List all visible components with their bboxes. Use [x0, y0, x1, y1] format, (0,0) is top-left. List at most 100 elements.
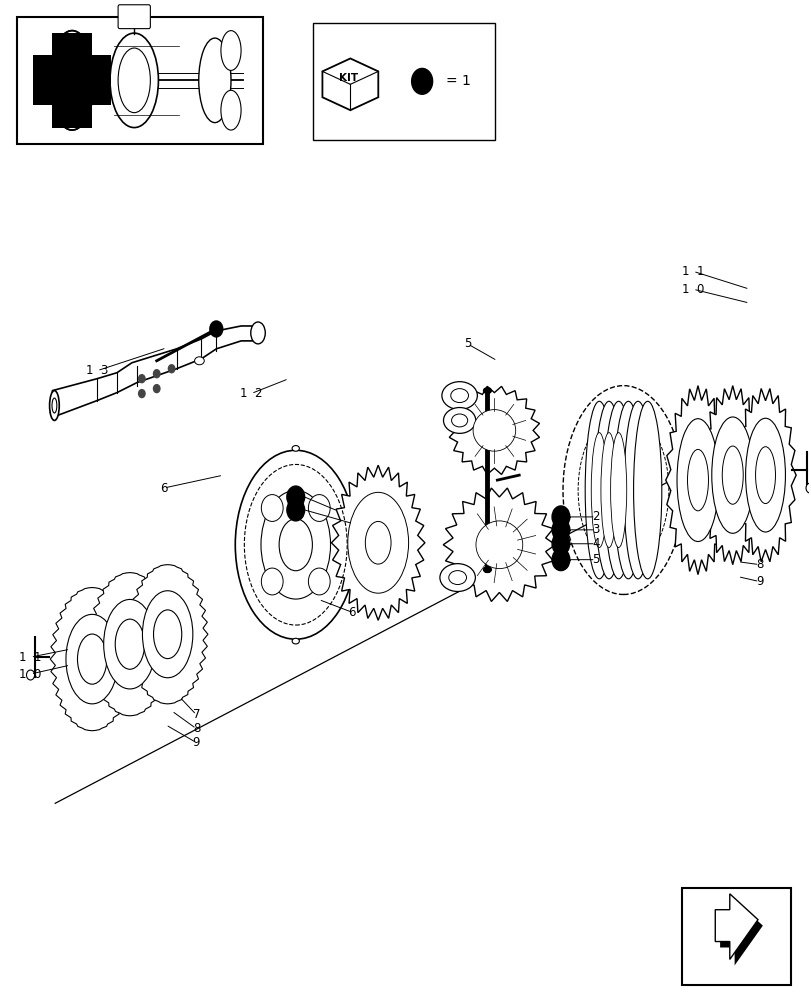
- Text: 9: 9: [755, 575, 762, 588]
- Circle shape: [153, 385, 160, 393]
- Ellipse shape: [50, 31, 94, 130]
- Polygon shape: [322, 58, 378, 110]
- Ellipse shape: [633, 401, 661, 579]
- Polygon shape: [700, 386, 764, 565]
- Ellipse shape: [251, 322, 265, 344]
- FancyBboxPatch shape: [17, 17, 263, 144]
- Text: 1  1: 1 1: [19, 651, 42, 664]
- Ellipse shape: [115, 619, 144, 669]
- FancyBboxPatch shape: [118, 5, 150, 29]
- Circle shape: [139, 390, 145, 398]
- Ellipse shape: [483, 567, 491, 573]
- Polygon shape: [50, 588, 134, 731]
- Circle shape: [139, 375, 145, 383]
- Ellipse shape: [221, 31, 241, 70]
- Ellipse shape: [613, 401, 642, 579]
- Polygon shape: [734, 389, 796, 562]
- Ellipse shape: [473, 410, 515, 451]
- Circle shape: [551, 549, 569, 571]
- Circle shape: [261, 495, 283, 521]
- Ellipse shape: [292, 446, 299, 451]
- Ellipse shape: [195, 357, 204, 365]
- Polygon shape: [719, 900, 762, 965]
- Ellipse shape: [610, 433, 626, 547]
- Text: 3: 3: [591, 523, 599, 536]
- Ellipse shape: [711, 417, 753, 533]
- Polygon shape: [331, 465, 424, 620]
- Ellipse shape: [153, 610, 182, 659]
- Circle shape: [308, 568, 330, 595]
- Ellipse shape: [754, 447, 775, 504]
- Ellipse shape: [77, 634, 107, 684]
- Ellipse shape: [441, 382, 477, 410]
- Text: 1  0: 1 0: [19, 668, 41, 681]
- Circle shape: [27, 670, 35, 680]
- Ellipse shape: [623, 401, 651, 579]
- Ellipse shape: [600, 433, 616, 547]
- Polygon shape: [665, 386, 729, 575]
- Ellipse shape: [347, 492, 408, 593]
- Text: 9: 9: [192, 736, 200, 749]
- Circle shape: [551, 533, 569, 555]
- Text: 8: 8: [192, 722, 200, 735]
- Text: 6: 6: [160, 482, 167, 495]
- Text: 7: 7: [192, 708, 200, 721]
- Circle shape: [168, 365, 174, 373]
- Ellipse shape: [744, 418, 784, 532]
- FancyBboxPatch shape: [313, 23, 494, 140]
- Circle shape: [805, 483, 811, 493]
- Ellipse shape: [52, 398, 57, 413]
- Ellipse shape: [365, 521, 391, 564]
- Ellipse shape: [49, 391, 59, 420]
- Ellipse shape: [585, 401, 612, 579]
- Text: 8: 8: [755, 558, 762, 571]
- Text: 1  3: 1 3: [86, 364, 108, 377]
- Circle shape: [308, 495, 330, 521]
- Text: 5: 5: [463, 337, 470, 350]
- Circle shape: [286, 486, 304, 508]
- Text: KIT: KIT: [339, 73, 358, 83]
- Text: = 1: = 1: [446, 74, 470, 88]
- Polygon shape: [714, 894, 757, 959]
- Ellipse shape: [199, 38, 230, 123]
- Circle shape: [551, 506, 569, 528]
- Ellipse shape: [104, 599, 156, 689]
- Ellipse shape: [110, 33, 158, 128]
- Text: 4: 4: [591, 537, 599, 550]
- Text: 2: 2: [591, 510, 599, 523]
- Ellipse shape: [440, 564, 474, 591]
- Ellipse shape: [448, 571, 466, 585]
- Text: 5: 5: [591, 553, 599, 566]
- Ellipse shape: [118, 48, 150, 113]
- Ellipse shape: [687, 449, 708, 511]
- Circle shape: [153, 370, 160, 378]
- Polygon shape: [448, 386, 539, 474]
- Text: 6: 6: [348, 606, 356, 619]
- Ellipse shape: [483, 388, 491, 394]
- Polygon shape: [88, 573, 172, 716]
- Circle shape: [261, 568, 283, 595]
- Ellipse shape: [66, 614, 118, 704]
- Text: 1  0: 1 0: [681, 283, 703, 296]
- FancyBboxPatch shape: [681, 888, 790, 985]
- Ellipse shape: [279, 519, 312, 571]
- FancyBboxPatch shape: [33, 55, 111, 105]
- Ellipse shape: [475, 521, 522, 569]
- Polygon shape: [443, 488, 555, 601]
- FancyBboxPatch shape: [52, 33, 92, 128]
- Ellipse shape: [235, 450, 356, 639]
- Ellipse shape: [142, 591, 192, 678]
- Ellipse shape: [594, 401, 622, 579]
- Ellipse shape: [443, 408, 475, 433]
- Ellipse shape: [221, 90, 241, 130]
- Circle shape: [286, 499, 304, 521]
- Ellipse shape: [260, 490, 330, 599]
- Ellipse shape: [451, 414, 467, 427]
- Polygon shape: [127, 565, 208, 704]
- Ellipse shape: [604, 401, 632, 579]
- Text: 1  1: 1 1: [681, 265, 703, 278]
- Circle shape: [209, 321, 222, 337]
- Polygon shape: [50, 326, 255, 415]
- Circle shape: [551, 519, 569, 541]
- Text: 1  2: 1 2: [239, 387, 262, 400]
